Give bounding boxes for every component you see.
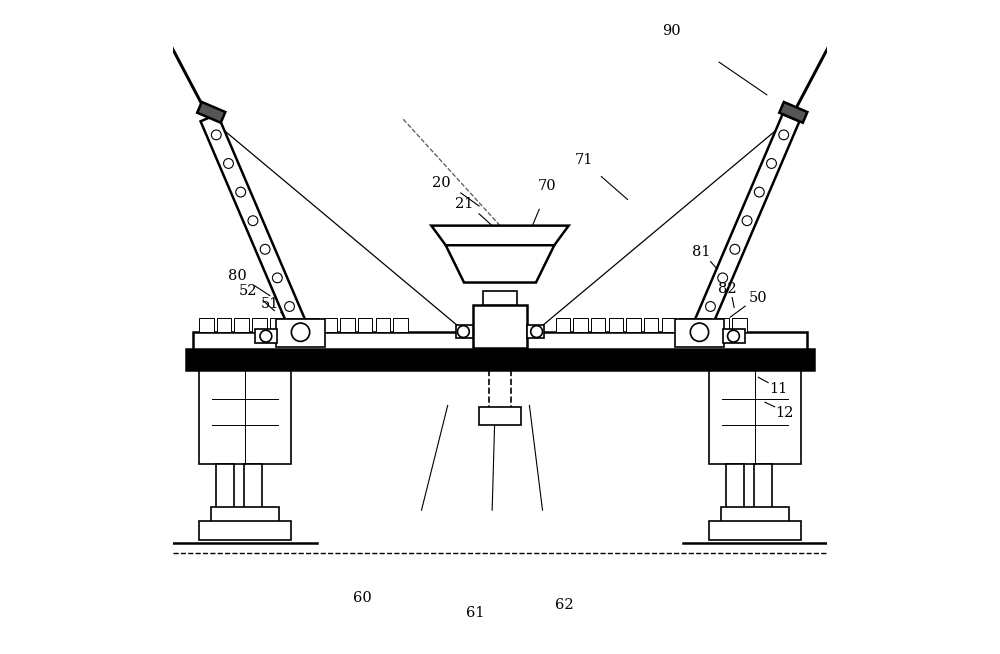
Bar [340, 318, 355, 332]
Bar [393, 318, 408, 332]
Bar [216, 464, 234, 510]
Bar [697, 318, 711, 332]
Bar [662, 318, 676, 332]
Circle shape [211, 130, 221, 140]
Circle shape [742, 216, 752, 226]
Bar [675, 319, 724, 347]
Text: 80: 80 [228, 269, 246, 283]
Text: 81: 81 [692, 245, 711, 259]
Bar [252, 318, 267, 332]
Bar [305, 318, 319, 332]
Bar [754, 464, 772, 510]
Bar [199, 521, 291, 540]
Circle shape [767, 158, 776, 168]
Text: 71: 71 [575, 153, 593, 167]
Bar [376, 318, 390, 332]
Bar [193, 332, 807, 350]
Circle shape [248, 216, 258, 226]
Polygon shape [197, 102, 225, 123]
Bar [323, 318, 337, 332]
Bar [679, 318, 694, 332]
Bar [358, 318, 372, 332]
Bar [609, 318, 623, 332]
Circle shape [779, 130, 789, 140]
Bar [483, 291, 517, 305]
Text: 51: 51 [261, 297, 279, 311]
Circle shape [730, 245, 740, 254]
Bar [244, 464, 262, 510]
Bar [186, 349, 814, 370]
Bar [573, 318, 588, 332]
Circle shape [531, 326, 543, 337]
Bar [479, 407, 521, 425]
Bar [199, 318, 214, 332]
Circle shape [291, 323, 310, 341]
Text: 52: 52 [239, 284, 257, 298]
Circle shape [728, 330, 739, 342]
Text: 90: 90 [662, 24, 681, 39]
Bar [732, 318, 747, 332]
Text: 11: 11 [769, 382, 787, 396]
Polygon shape [691, 114, 799, 336]
Circle shape [754, 187, 764, 197]
Bar [456, 325, 473, 338]
Bar [709, 370, 801, 464]
Bar [255, 329, 277, 343]
Bar [234, 318, 249, 332]
Bar [721, 507, 789, 523]
Bar [591, 318, 605, 332]
Bar [626, 318, 641, 332]
Text: 10: 10 [759, 359, 777, 373]
Circle shape [224, 158, 233, 168]
Circle shape [457, 326, 469, 337]
Bar [726, 464, 744, 510]
Bar [527, 325, 544, 338]
Circle shape [718, 273, 728, 283]
Circle shape [260, 245, 270, 254]
Text: 61: 61 [466, 606, 484, 621]
Bar [723, 329, 745, 343]
Text: 50: 50 [749, 290, 768, 305]
Circle shape [272, 273, 282, 283]
Text: 20: 20 [432, 176, 450, 190]
Polygon shape [201, 114, 309, 336]
Bar [287, 318, 302, 332]
Polygon shape [446, 245, 554, 283]
Bar [473, 305, 527, 348]
Text: 21: 21 [455, 197, 473, 211]
Circle shape [285, 301, 294, 311]
Circle shape [690, 323, 709, 341]
Bar [199, 370, 291, 464]
Circle shape [236, 187, 246, 197]
Circle shape [260, 330, 272, 342]
Text: 70: 70 [538, 179, 556, 194]
Bar [644, 318, 658, 332]
Bar [270, 318, 284, 332]
Bar [709, 521, 801, 540]
Text: 12: 12 [775, 406, 794, 421]
Bar [211, 507, 279, 523]
Bar [217, 318, 231, 332]
Circle shape [706, 301, 715, 311]
Polygon shape [431, 226, 569, 245]
Text: 60: 60 [353, 591, 372, 606]
Text: 82: 82 [718, 282, 737, 296]
Text: 62: 62 [555, 598, 573, 612]
Bar [556, 318, 570, 332]
Bar [715, 318, 729, 332]
Bar [276, 319, 325, 347]
Polygon shape [779, 102, 807, 123]
